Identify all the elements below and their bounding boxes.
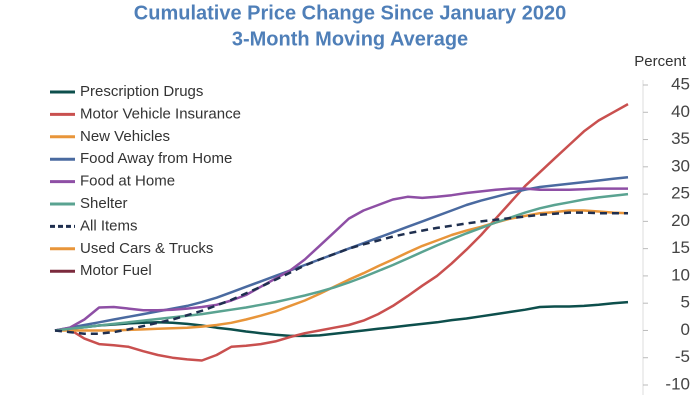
chart-subtitle: 3-Month Moving Average <box>232 28 468 50</box>
legend-label: Motor Vehicle Insurance <box>80 105 241 122</box>
y-axis-label: Percent <box>634 53 687 70</box>
y-tick-label: 40 <box>671 102 690 121</box>
legend-label: Shelter <box>80 195 128 212</box>
y-tick-label: 45 <box>671 74 690 93</box>
chart-title: Cumulative Price Change Since January 20… <box>134 2 566 24</box>
y-tick-label: 10 <box>671 265 690 284</box>
series-line <box>54 187 628 332</box>
legend-label: Food at Home <box>80 173 175 190</box>
legend-label: New Vehicles <box>80 128 170 145</box>
legend-label: Food Away from Home <box>80 150 232 167</box>
y-tick-label: 30 <box>671 156 690 175</box>
legend-label: Prescription Drugs <box>80 83 203 100</box>
legend-label: Motor Fuel <box>80 262 152 279</box>
y-tick-label: 0 <box>681 320 690 339</box>
series-line <box>54 192 629 332</box>
y-tick-label: 20 <box>671 211 690 230</box>
series-line <box>54 211 628 335</box>
y-tick-label: 25 <box>671 184 690 203</box>
y-tick-label: 5 <box>681 293 690 312</box>
y-tick-label: -5 <box>675 347 690 366</box>
y-tick-label: -10 <box>665 374 690 393</box>
series-line <box>54 300 629 338</box>
series-line <box>54 103 629 362</box>
legend-label: Used Cars & Trucks <box>80 240 213 257</box>
y-tick-label: 15 <box>671 238 690 257</box>
legend-label: All Items <box>80 217 138 234</box>
y-tick-label: 35 <box>671 129 690 148</box>
